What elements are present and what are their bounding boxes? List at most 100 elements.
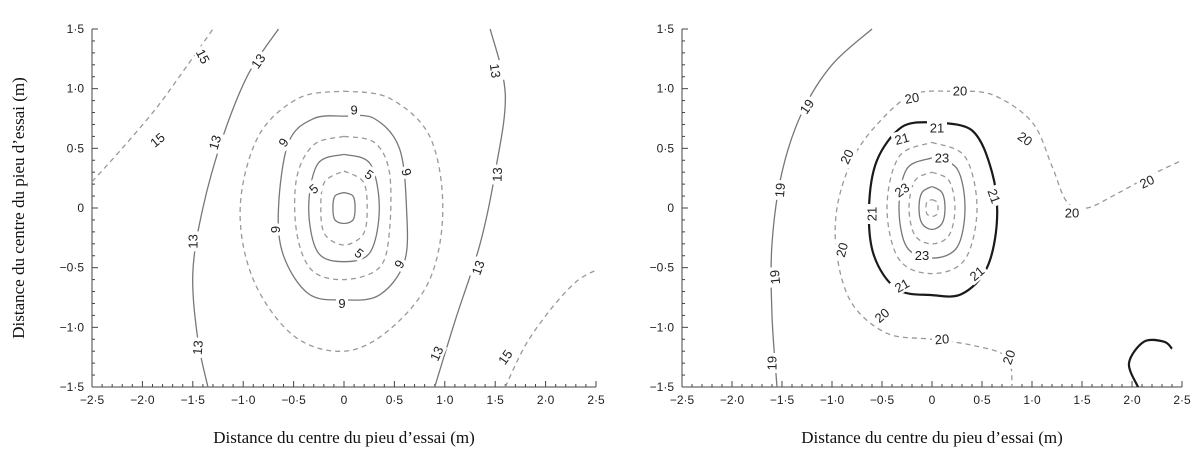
contour-line — [293, 135, 392, 281]
x-tick-label: −1·5 — [770, 393, 795, 407]
contour-label: 21 — [984, 187, 1003, 206]
contour-label-background — [889, 177, 915, 202]
contour-label-group: 20 — [1062, 204, 1082, 220]
y-tick-label: −0·5 — [650, 261, 675, 275]
contour-line — [908, 171, 956, 245]
contour-label: 23 — [892, 180, 912, 201]
contour-label-background — [184, 231, 200, 252]
contour-label-background — [794, 93, 819, 119]
contour-line — [320, 170, 368, 246]
contour-label: 13 — [206, 133, 225, 151]
contour-label-group: 9 — [348, 102, 361, 118]
contour-label-background — [927, 120, 947, 135]
contour-label: 21 — [967, 263, 988, 284]
contour-label-group: 21 — [984, 183, 1005, 208]
contour-line — [1127, 338, 1173, 388]
contour-label: 9 — [268, 226, 283, 233]
contour-label: 13 — [427, 344, 447, 363]
contour-label-group: 5 — [360, 164, 379, 184]
contour-label-background — [835, 144, 858, 169]
contour-line — [332, 191, 356, 225]
x-tick-label: 2·5 — [1173, 393, 1191, 407]
contour-label-group: 9 — [398, 164, 416, 180]
y-axis-title: Distance du centre du pieu d’essai (m) — [9, 77, 28, 339]
contour-label: 9 — [338, 296, 345, 311]
x-axis-title: Distance du centre du pieu d’essai (m) — [801, 428, 1063, 447]
contour-line — [277, 114, 409, 301]
contour-line — [867, 121, 999, 298]
contour-label-background — [1012, 126, 1038, 151]
contour-label-group: 20 — [1012, 126, 1038, 151]
contour-label-group: 13 — [188, 336, 206, 359]
contour-label-background — [984, 183, 1005, 208]
contour-label: 13 — [489, 167, 504, 182]
y-tick-label: −1·5 — [650, 380, 675, 394]
contour-label-group: 20 — [869, 302, 895, 328]
x-tick-label: 0 — [341, 393, 348, 407]
contour-label-group: 9 — [267, 223, 283, 236]
x-tick-label: 1·5 — [1073, 393, 1091, 407]
contour-label-group: 5 — [304, 178, 323, 199]
contour-label-group: 21 — [927, 120, 947, 136]
contour-label: 9 — [350, 103, 357, 118]
contour-label-group: 19 — [794, 93, 819, 119]
contour-label-background — [204, 130, 225, 155]
contour-label: 20 — [833, 241, 851, 259]
contour-label-background — [869, 302, 895, 328]
contour-label: 21 — [865, 207, 880, 221]
contour-label: 20 — [837, 147, 857, 166]
contour-label-group: 21 — [889, 273, 915, 297]
contour-label-background — [1062, 204, 1082, 220]
x-tick-label: −0·5 — [281, 393, 306, 407]
contour-line — [434, 28, 506, 388]
x-tick-label: −1·0 — [231, 393, 256, 407]
y-tick-label: 0·5 — [657, 141, 675, 155]
x-tick-label: −2·5 — [80, 393, 105, 407]
contour-label-group: 13 — [467, 255, 489, 280]
contour-label-group: 20 — [831, 238, 852, 262]
contour-label: 20 — [1137, 172, 1156, 192]
y-tick-label: −1·5 — [60, 380, 85, 394]
x-tick-label: −0·5 — [870, 393, 895, 407]
contour-label-background — [350, 243, 369, 263]
contour-label-group: 15 — [192, 43, 215, 69]
contour-label-group: 21 — [864, 204, 880, 224]
contour-label-group: 15 — [144, 127, 170, 152]
contour-label-background — [144, 127, 170, 152]
y-tick-label: 0 — [667, 201, 674, 215]
x-tick-label: −1·0 — [820, 393, 845, 407]
contour-line — [886, 141, 978, 275]
contour-label-group: 23 — [912, 247, 932, 263]
contour-label: 13 — [248, 51, 269, 71]
contour-label: 19 — [797, 96, 818, 116]
contour-label-background — [188, 336, 206, 359]
contour-label-group: 21 — [964, 261, 990, 286]
contour-label-background — [488, 164, 505, 185]
contour-label: 21 — [893, 130, 911, 148]
contour-label-background — [831, 238, 852, 262]
contour-label-background — [493, 344, 517, 370]
contour-label: 19 — [767, 269, 783, 285]
x-tick-label: 1·0 — [436, 393, 454, 407]
contour-label-background — [425, 341, 448, 366]
contour-label-background — [771, 179, 788, 201]
contour-label-group: 19 — [771, 179, 788, 201]
contour-label: 20 — [934, 331, 950, 347]
contour-label: 20 — [872, 305, 893, 326]
contour-label-group: 13 — [425, 341, 448, 366]
contour-line — [239, 90, 444, 352]
y-tick-label: −0·5 — [60, 261, 85, 275]
contour-label-background — [931, 330, 953, 348]
contour-label-background — [360, 164, 379, 184]
contour-label: 13 — [487, 63, 504, 79]
contour-label-group: 20 — [835, 144, 858, 169]
contour-label-group: 13 — [184, 231, 200, 252]
contour-label-background — [486, 59, 505, 82]
y-tick-label: 1·5 — [657, 22, 675, 36]
contour-label-background — [267, 223, 283, 236]
y-tick-label: 1·0 — [657, 82, 675, 96]
contour-line — [504, 269, 597, 388]
contour-label-group: 23 — [932, 149, 952, 165]
contour-line — [925, 198, 939, 218]
